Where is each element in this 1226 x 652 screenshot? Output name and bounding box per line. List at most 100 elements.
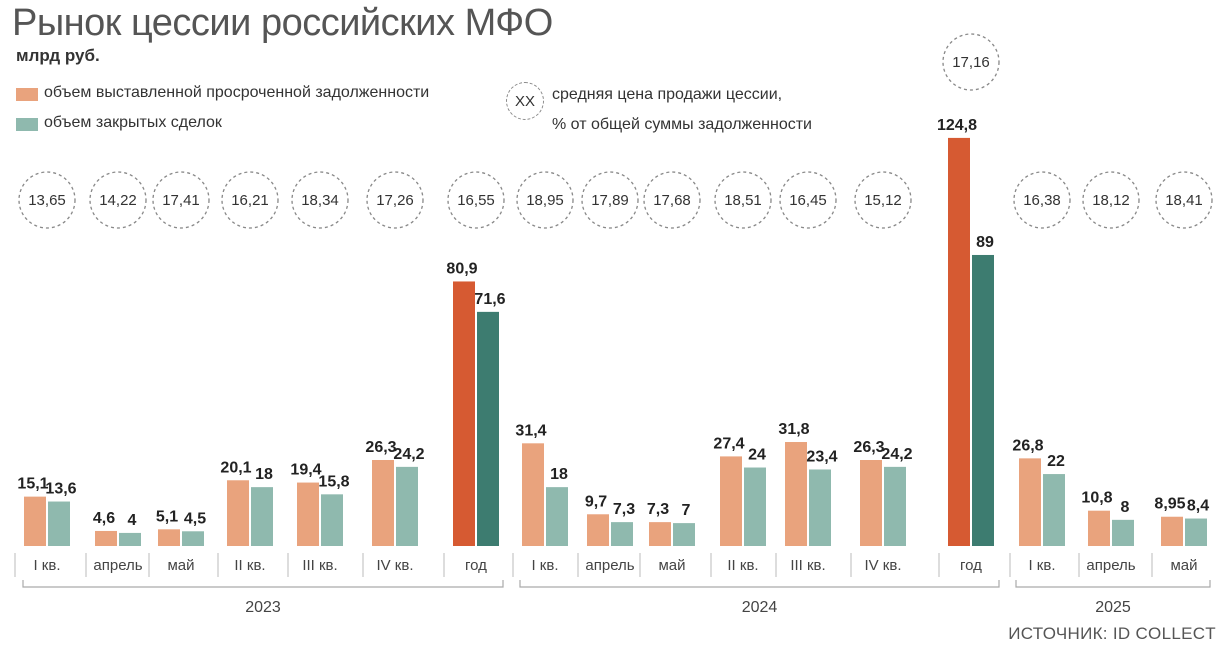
price-circle	[942, 33, 1000, 91]
value-label-closed: 18	[550, 466, 568, 483]
price-label: 16,55	[457, 192, 495, 209]
value-label-closed: 13,6	[45, 481, 76, 498]
bar-exposed	[649, 522, 671, 546]
category-label: III кв.	[302, 557, 337, 574]
price-circle	[366, 171, 424, 229]
bar-closed	[396, 466, 418, 546]
price-circle	[152, 171, 210, 229]
category-label: апрель	[1086, 557, 1135, 574]
bar-exposed	[24, 496, 46, 546]
category-label: IV кв.	[864, 557, 901, 574]
category-label: май	[658, 557, 685, 574]
value-label-closed: 22	[1047, 453, 1065, 470]
price-label: 17,68	[653, 192, 691, 209]
group-bracket	[22, 580, 504, 588]
price-label: 17,89	[591, 192, 629, 209]
bar-exposed	[860, 459, 882, 546]
price-label: 17,41	[162, 192, 200, 209]
value-label-closed: 71,6	[474, 291, 505, 308]
bar-closed	[321, 494, 343, 546]
price-label: 15,12	[864, 192, 902, 209]
value-label-exposed: 26,3	[853, 439, 884, 456]
price-label: 16,45	[789, 192, 827, 209]
bar-closed	[744, 467, 766, 546]
category-label: II кв.	[234, 557, 265, 574]
bar-exposed	[95, 530, 117, 546]
price-label: 18,95	[526, 192, 564, 209]
value-label-exposed: 124,8	[937, 117, 977, 134]
bar-closed	[611, 522, 633, 546]
value-label-exposed: 26,3	[365, 439, 396, 456]
bar-closed	[477, 311, 499, 546]
price-circle	[89, 171, 147, 229]
bar-exposed	[720, 456, 742, 546]
bar-closed	[182, 531, 204, 546]
category-label: II кв.	[727, 557, 758, 574]
legend-label-closed: объем закрытых сделок	[44, 114, 222, 131]
bar-closed	[1043, 474, 1065, 546]
bar-closed	[546, 487, 568, 546]
value-label-closed: 4	[128, 512, 137, 529]
price-label: 17,26	[376, 192, 414, 209]
category-label: I кв.	[531, 557, 558, 574]
price-circle	[291, 171, 349, 229]
bar-closed	[1112, 519, 1134, 546]
legend-swatch-closed	[16, 118, 38, 131]
bar-closed	[119, 532, 141, 546]
unit-label: млрд руб.	[16, 46, 100, 65]
legend-price-line2: % от общей суммы задолженности	[552, 116, 812, 133]
value-label-exposed: 31,8	[778, 421, 809, 438]
bar-exposed	[227, 480, 249, 546]
value-label-closed: 24,2	[881, 446, 912, 463]
price-circle	[1155, 171, 1213, 229]
price-circle	[643, 171, 701, 229]
value-label-exposed: 27,4	[713, 435, 744, 452]
value-label-exposed: 4,6	[93, 510, 115, 527]
price-circle	[1082, 171, 1140, 229]
value-label-exposed: 80,9	[446, 260, 477, 277]
value-label-closed: 23,4	[806, 448, 837, 465]
bar-exposed	[158, 529, 180, 546]
legend-price-line1: средняя цена продажи цессии,	[552, 86, 783, 103]
value-label-closed: 15,8	[318, 473, 349, 490]
bar-exposed	[1088, 510, 1110, 546]
value-label-exposed: 20,1	[220, 459, 251, 476]
price-label: 13,65	[28, 192, 66, 209]
value-label-closed: 7,3	[613, 501, 635, 518]
bar-exposed	[372, 459, 394, 546]
value-label-exposed: 9,7	[585, 493, 607, 510]
price-circle	[1013, 171, 1071, 229]
price-circle	[221, 171, 279, 229]
category-label: IV кв.	[376, 557, 413, 574]
bar-exposed	[587, 514, 609, 546]
bar-exposed	[522, 443, 544, 546]
bar-closed	[972, 254, 994, 546]
bar-exposed	[785, 442, 807, 546]
group-label: 2023	[245, 599, 281, 616]
category-label: май	[167, 557, 194, 574]
bar-exposed	[1019, 458, 1041, 546]
value-label-exposed: 8,95	[1154, 496, 1185, 513]
value-label-closed: 18	[255, 466, 273, 483]
value-label-closed: 8	[1121, 499, 1130, 516]
price-circle	[854, 171, 912, 229]
group-bracket	[519, 580, 1000, 588]
legend-swatch-exposed	[16, 88, 38, 101]
value-label-exposed: 31,4	[515, 422, 546, 439]
value-label-exposed: 19,4	[290, 462, 321, 479]
group-label: 2025	[1095, 599, 1131, 616]
category-label: III кв.	[790, 557, 825, 574]
bar-closed	[251, 487, 273, 546]
category-label: апрель	[93, 557, 142, 574]
bar-closed	[884, 466, 906, 546]
category-label: I кв.	[33, 557, 60, 574]
price-label: 14,22	[99, 192, 137, 209]
bar-closed	[1185, 518, 1207, 546]
group-bracket	[1015, 580, 1211, 588]
bar-closed	[673, 523, 695, 546]
price-label: 16,38	[1023, 192, 1061, 209]
bar-exposed	[948, 137, 970, 547]
value-label-closed: 4,5	[184, 510, 206, 527]
price-label: 18,51	[724, 192, 762, 209]
